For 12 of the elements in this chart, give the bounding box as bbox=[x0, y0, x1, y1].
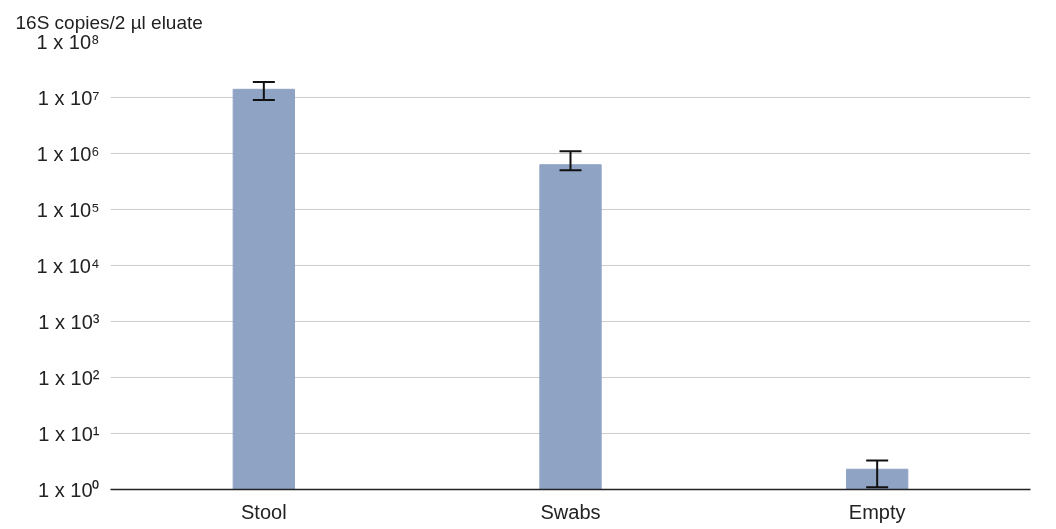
y-axis-title: 16S copies/2 µl eluate bbox=[15, 11, 203, 33]
x-tick-label: Stool bbox=[241, 500, 287, 523]
y-tick-label: 1 x 10⁰ bbox=[38, 478, 100, 501]
x-tick-label: Swabs bbox=[540, 500, 601, 523]
y-tick-label: 1 x 10⁴ bbox=[36, 254, 100, 277]
x-tick-label: Empty bbox=[848, 500, 906, 523]
y-tick-label: 1 x 10⁵ bbox=[36, 198, 100, 221]
y-tick-label: 1 x 10¹ bbox=[38, 422, 100, 445]
y-tick-label: 1 x 10⁶ bbox=[36, 142, 100, 165]
y-tick-label: 1 x 10⁷ bbox=[37, 86, 100, 109]
y-tick-label: 1 x 10³ bbox=[38, 310, 100, 333]
y-tick-label: 1 x 10² bbox=[38, 366, 100, 389]
